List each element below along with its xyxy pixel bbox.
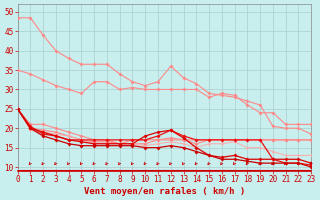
X-axis label: Vent moyen/en rafales ( km/h ): Vent moyen/en rafales ( km/h ): [84, 187, 245, 196]
